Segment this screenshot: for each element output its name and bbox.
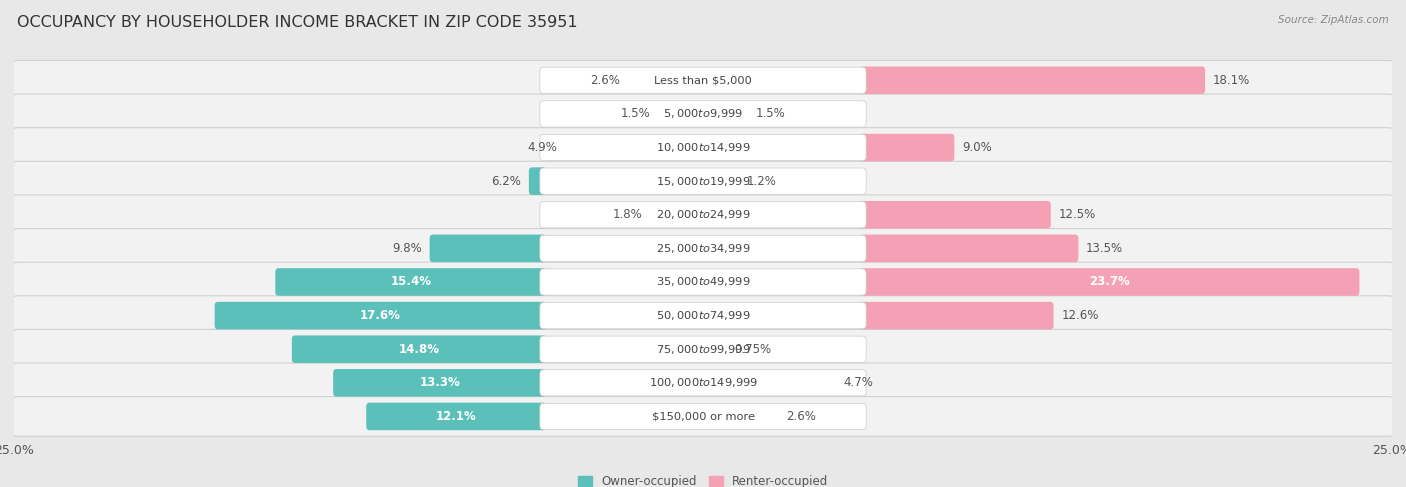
- Text: $10,000 to $14,999: $10,000 to $14,999: [655, 141, 751, 154]
- Text: $100,000 to $149,999: $100,000 to $149,999: [648, 376, 758, 389]
- Text: 12.6%: 12.6%: [1062, 309, 1098, 322]
- FancyBboxPatch shape: [540, 202, 866, 228]
- FancyBboxPatch shape: [540, 101, 866, 127]
- FancyBboxPatch shape: [540, 134, 866, 161]
- Text: 15.4%: 15.4%: [391, 276, 432, 288]
- FancyBboxPatch shape: [859, 134, 955, 161]
- Text: Less than $5,000: Less than $5,000: [654, 75, 752, 85]
- Text: 0.75%: 0.75%: [735, 343, 772, 356]
- FancyBboxPatch shape: [540, 302, 866, 329]
- FancyBboxPatch shape: [11, 329, 1395, 369]
- FancyBboxPatch shape: [540, 370, 866, 396]
- Text: 1.5%: 1.5%: [621, 108, 651, 120]
- FancyBboxPatch shape: [11, 228, 1395, 268]
- FancyBboxPatch shape: [540, 269, 866, 295]
- Text: Source: ZipAtlas.com: Source: ZipAtlas.com: [1278, 15, 1389, 25]
- FancyBboxPatch shape: [11, 195, 1395, 235]
- FancyBboxPatch shape: [276, 268, 547, 296]
- Text: 17.6%: 17.6%: [360, 309, 401, 322]
- Text: 9.8%: 9.8%: [392, 242, 422, 255]
- Text: 2.6%: 2.6%: [786, 410, 815, 423]
- FancyBboxPatch shape: [430, 235, 547, 262]
- FancyBboxPatch shape: [11, 94, 1395, 134]
- Text: $50,000 to $74,999: $50,000 to $74,999: [655, 309, 751, 322]
- Text: $150,000 or more: $150,000 or more: [651, 412, 755, 421]
- Text: $75,000 to $99,999: $75,000 to $99,999: [655, 343, 751, 356]
- FancyBboxPatch shape: [11, 363, 1395, 403]
- Text: 12.1%: 12.1%: [436, 410, 477, 423]
- FancyBboxPatch shape: [11, 262, 1395, 302]
- Text: 9.0%: 9.0%: [962, 141, 991, 154]
- Text: 4.7%: 4.7%: [844, 376, 873, 389]
- Text: $25,000 to $34,999: $25,000 to $34,999: [655, 242, 751, 255]
- FancyBboxPatch shape: [11, 396, 1395, 436]
- FancyBboxPatch shape: [859, 67, 1205, 94]
- Text: 4.9%: 4.9%: [527, 141, 557, 154]
- FancyBboxPatch shape: [859, 268, 1360, 296]
- FancyBboxPatch shape: [11, 161, 1395, 201]
- FancyBboxPatch shape: [333, 369, 547, 396]
- FancyBboxPatch shape: [859, 302, 1053, 329]
- Text: $35,000 to $49,999: $35,000 to $49,999: [655, 276, 751, 288]
- FancyBboxPatch shape: [529, 168, 547, 195]
- FancyBboxPatch shape: [540, 403, 866, 430]
- FancyBboxPatch shape: [215, 302, 547, 329]
- Text: 6.2%: 6.2%: [491, 175, 522, 187]
- Text: 12.5%: 12.5%: [1059, 208, 1095, 221]
- Text: $5,000 to $9,999: $5,000 to $9,999: [664, 108, 742, 120]
- Text: 1.5%: 1.5%: [755, 108, 785, 120]
- Text: OCCUPANCY BY HOUSEHOLDER INCOME BRACKET IN ZIP CODE 35951: OCCUPANCY BY HOUSEHOLDER INCOME BRACKET …: [17, 15, 578, 30]
- Text: 1.2%: 1.2%: [747, 175, 778, 187]
- FancyBboxPatch shape: [11, 296, 1395, 336]
- Text: 2.6%: 2.6%: [591, 74, 620, 87]
- Text: $15,000 to $19,999: $15,000 to $19,999: [655, 175, 751, 187]
- FancyBboxPatch shape: [366, 403, 547, 430]
- Text: 14.8%: 14.8%: [399, 343, 440, 356]
- Text: 23.7%: 23.7%: [1090, 276, 1130, 288]
- Text: 1.8%: 1.8%: [613, 208, 643, 221]
- FancyBboxPatch shape: [292, 336, 547, 363]
- Text: 18.1%: 18.1%: [1213, 74, 1250, 87]
- Text: 13.3%: 13.3%: [419, 376, 460, 389]
- FancyBboxPatch shape: [540, 235, 866, 262]
- FancyBboxPatch shape: [859, 235, 1078, 262]
- FancyBboxPatch shape: [11, 60, 1395, 100]
- FancyBboxPatch shape: [11, 128, 1395, 168]
- Text: 13.5%: 13.5%: [1085, 242, 1123, 255]
- FancyBboxPatch shape: [540, 336, 866, 362]
- Text: $20,000 to $24,999: $20,000 to $24,999: [655, 208, 751, 221]
- Legend: Owner-occupied, Renter-occupied: Owner-occupied, Renter-occupied: [572, 471, 834, 487]
- FancyBboxPatch shape: [540, 168, 866, 194]
- FancyBboxPatch shape: [859, 201, 1050, 228]
- FancyBboxPatch shape: [540, 67, 866, 94]
